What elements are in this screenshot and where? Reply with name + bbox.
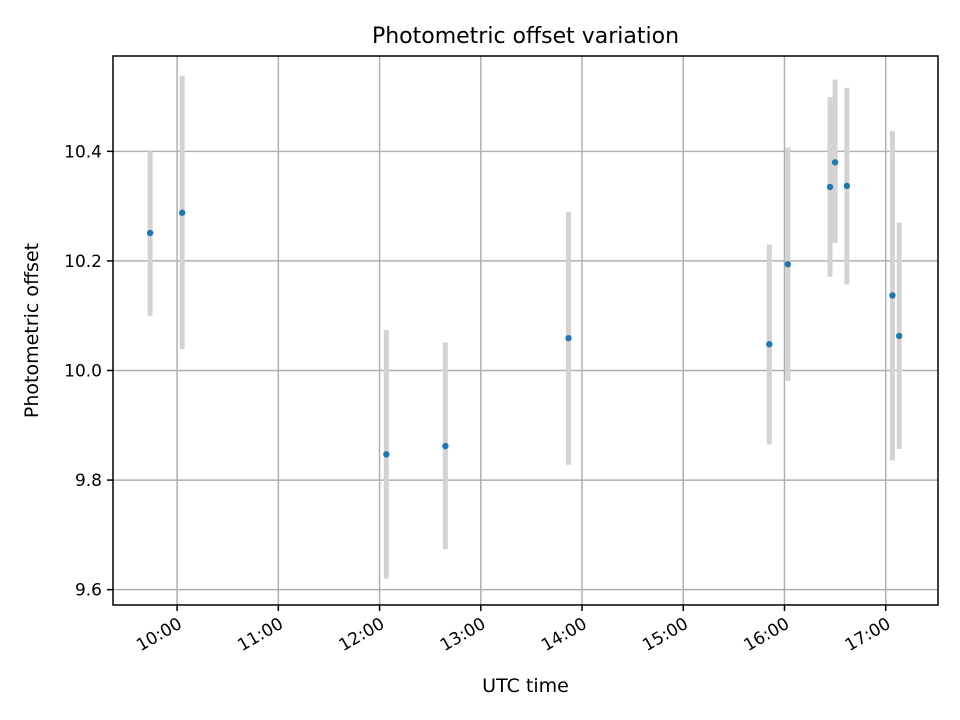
data-point	[146, 229, 154, 237]
data-point	[565, 334, 572, 342]
y-tick-label: 10.2	[64, 252, 102, 272]
y-tick-label: 9.8	[75, 471, 102, 491]
y-axis-label: Photometric offset	[21, 243, 43, 418]
y-tick-label: 10.4	[64, 142, 102, 162]
data-point	[889, 292, 896, 299]
y-tick-label: 9.6	[75, 581, 102, 601]
y-tick-label: 10.0	[64, 361, 102, 381]
data-points	[146, 159, 903, 458]
grid	[113, 56, 938, 605]
data-point	[178, 209, 186, 216]
data-point	[895, 332, 903, 340]
data-point	[383, 451, 390, 458]
plot-frame	[112, 55, 939, 606]
x-axis-label: UTC time	[482, 675, 569, 697]
data-point	[843, 182, 851, 190]
data-point	[784, 261, 792, 268]
data-point	[766, 340, 773, 348]
chart-title: Photometric offset variation	[372, 24, 679, 49]
data-point	[826, 183, 834, 191]
data-point	[442, 442, 449, 450]
data-point	[831, 159, 839, 166]
